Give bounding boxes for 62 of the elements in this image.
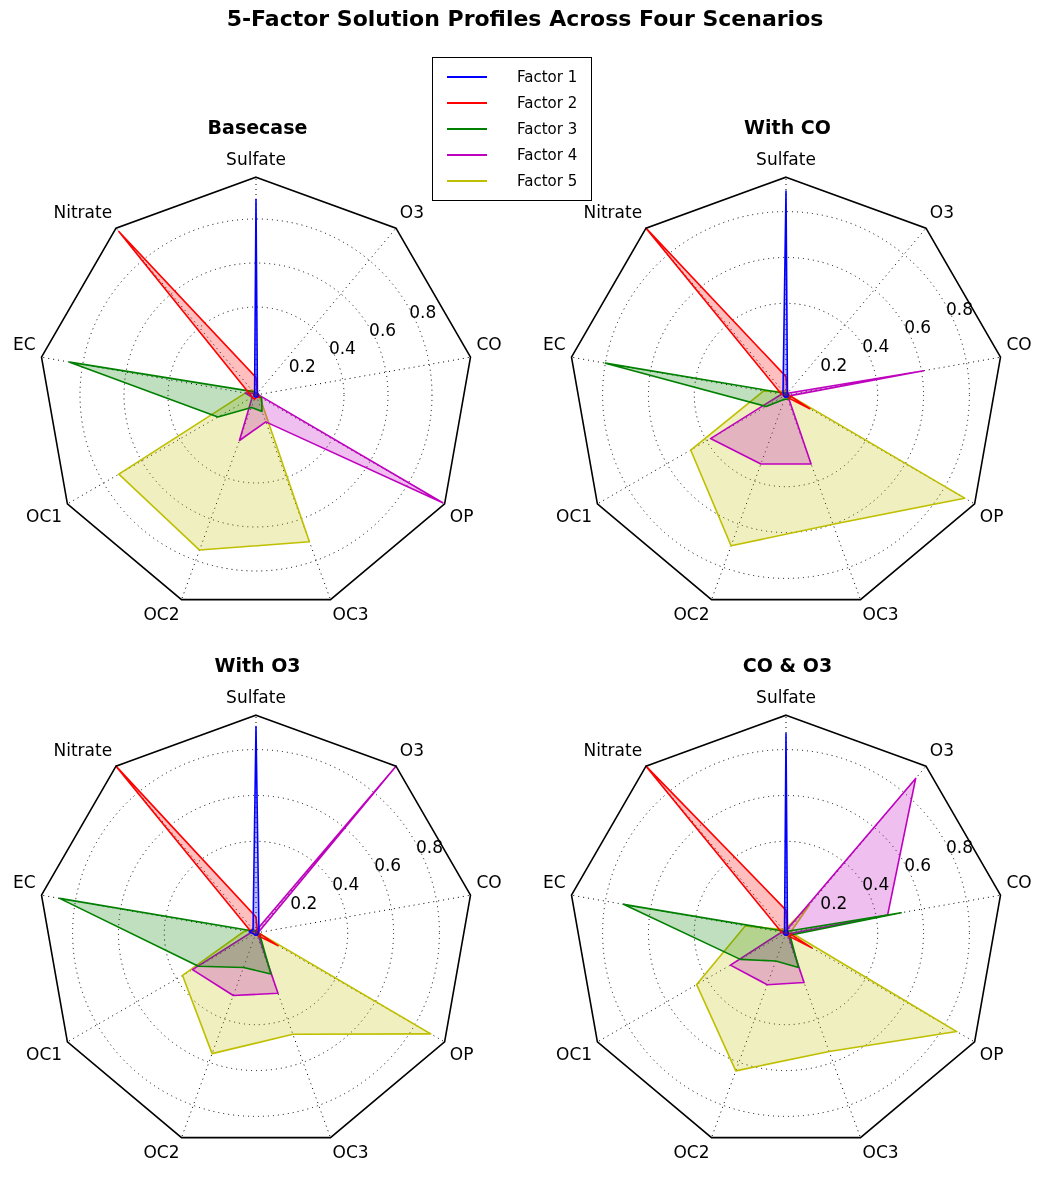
legend-label: Factor 2	[517, 94, 578, 112]
spoke-label: Nitrate	[53, 739, 113, 760]
legend-label: Factor 4	[517, 146, 578, 164]
y-tick-label: 0.4	[862, 336, 890, 357]
spoke-label: OC1	[26, 1043, 63, 1064]
y-tick-label: 0.8	[946, 298, 974, 319]
y-tick-label: 0.6	[904, 855, 932, 876]
y-tick-label: 0.4	[332, 874, 360, 895]
chart-title: With CO	[744, 116, 831, 139]
spoke-label: O3	[399, 739, 425, 760]
spoke-label: EC	[12, 334, 36, 355]
y-tick-label: 0.6	[904, 317, 932, 338]
text: 5-Factor Solution Profiles Across Four Scenarios	[225, 6, 825, 31]
spoke-label: OC3	[332, 1141, 369, 1162]
spoke-label: Nitrate	[53, 201, 113, 222]
text: Basecase	[207, 116, 308, 139]
spoke-label: Sulfate	[756, 149, 816, 170]
spoke-label: OC2	[143, 603, 180, 624]
spoke-label: OC3	[862, 1141, 899, 1162]
chart-title: CO & O3	[742, 654, 833, 677]
y-tick-label: 0.2	[820, 892, 848, 913]
spoke-label: Sulfate	[226, 687, 286, 708]
spoke-label: OP	[979, 505, 1004, 526]
y-tick-label: 0.4	[328, 337, 356, 358]
spoke-label: OC2	[673, 603, 710, 624]
spoke-label: OC1	[26, 505, 63, 526]
spoke-label: CO	[1006, 334, 1032, 355]
y-tick-label: 0.2	[288, 355, 316, 376]
y-tick-label: 0.2	[820, 354, 848, 375]
spoke-label: OC2	[673, 1141, 710, 1162]
spoke-label: OC3	[332, 603, 369, 624]
spoke-label: CO	[1006, 872, 1032, 893]
spoke-label: OP	[449, 1043, 474, 1064]
chart-title: With O3	[214, 654, 301, 677]
spoke-label: OC1	[556, 505, 593, 526]
spoke-label: CO	[476, 872, 502, 893]
y-tick-label: 0.6	[374, 855, 402, 876]
y-tick-label: 0.8	[416, 836, 444, 857]
spoke-label: EC	[12, 872, 36, 893]
y-tick-label: 0.6	[369, 319, 397, 340]
spoke-label: O3	[929, 739, 955, 760]
spoke-label: OC1	[556, 1043, 593, 1064]
spoke-label: Nitrate	[583, 201, 643, 222]
spoke-label: OC3	[862, 603, 899, 624]
legend-label: Factor 3	[517, 120, 578, 138]
y-tick-label: 0.2	[290, 892, 318, 913]
spoke-label: Sulfate	[756, 687, 816, 708]
spoke-label: EC	[542, 872, 566, 893]
spoke-label: OC2	[143, 1141, 180, 1162]
spoke-label: OP	[979, 1043, 1004, 1064]
spoke-label: EC	[542, 334, 566, 355]
legend-label: Factor 5	[517, 172, 578, 190]
y-tick-label: 0.8	[946, 836, 974, 857]
y-tick-label: 0.8	[409, 301, 437, 322]
spoke-label: O3	[399, 201, 425, 222]
spoke-label: CO	[476, 334, 502, 355]
spoke-label: Nitrate	[583, 739, 643, 760]
spoke-label: OP	[449, 505, 474, 526]
y-tick-label: 0.4	[862, 874, 890, 895]
legend-label: Factor 1	[517, 68, 578, 86]
spoke-label: Sulfate	[226, 149, 286, 170]
spoke-label: O3	[929, 201, 955, 222]
